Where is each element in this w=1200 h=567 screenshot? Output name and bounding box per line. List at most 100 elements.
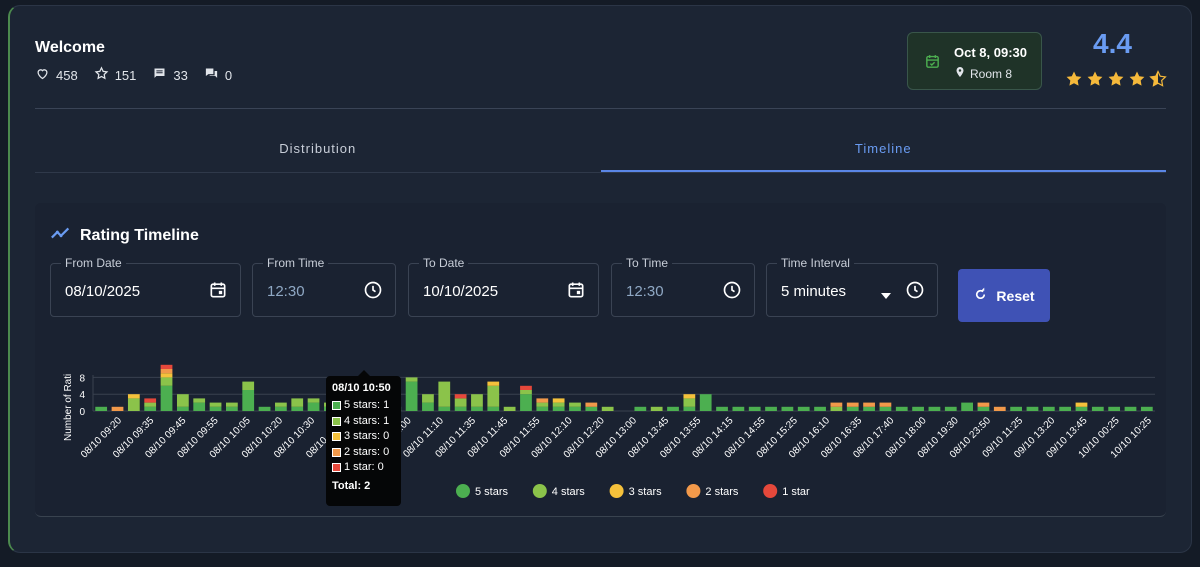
bar-segment xyxy=(536,406,549,411)
bar-segment xyxy=(993,406,1006,411)
calendar-icon[interactable] xyxy=(566,280,586,300)
tab-timeline[interactable]: Timeline xyxy=(600,134,1166,172)
reset-label: Reset xyxy=(996,287,1035,304)
bar-segment xyxy=(977,406,990,411)
bar-segment xyxy=(863,406,875,411)
bar-segment xyxy=(569,402,581,407)
to-time-field[interactable]: To Time 12:30 xyxy=(611,256,755,317)
ratings-stat: 151 xyxy=(94,66,136,84)
bar-segment xyxy=(944,406,957,411)
bar-segment xyxy=(160,373,173,378)
star-filled-icon xyxy=(1086,70,1104,93)
from-time-field[interactable]: From Time 12:30 xyxy=(252,256,396,317)
bar-segment xyxy=(1010,406,1023,411)
bar-segment xyxy=(814,406,826,411)
bar-segment xyxy=(961,402,973,411)
to-time-label: To Time xyxy=(622,256,673,270)
clock-icon[interactable] xyxy=(363,280,383,300)
header-divider xyxy=(35,108,1166,109)
y-tick-label: 0 xyxy=(79,407,85,418)
to-time-value: 12:30 xyxy=(626,283,664,300)
bar-segment xyxy=(471,394,483,407)
bar-segment xyxy=(242,390,255,411)
bar-segment xyxy=(781,406,794,411)
bar-segment xyxy=(422,394,434,403)
bar-segment xyxy=(144,406,157,411)
bar-segment xyxy=(520,394,532,411)
bar-segment xyxy=(176,406,189,411)
star-filled-icon xyxy=(1128,70,1146,93)
bar-segment xyxy=(176,394,189,407)
likes-stat: 458 xyxy=(35,66,78,84)
bar-segment xyxy=(503,406,516,411)
comments-count: 33 xyxy=(173,67,188,83)
bar-segment xyxy=(160,369,173,374)
bar-segment xyxy=(830,406,843,411)
to-date-field[interactable]: To Date 10/10/2025 xyxy=(408,256,599,317)
bar-segment xyxy=(291,406,304,411)
tab-distribution[interactable]: Distribution xyxy=(279,141,357,156)
bar-segment xyxy=(879,402,892,407)
bar-segment xyxy=(977,402,990,407)
legend-label: 3 stars xyxy=(629,486,663,498)
bar-segment xyxy=(536,398,549,403)
bar-segment xyxy=(1091,406,1104,411)
bar-segment xyxy=(275,406,287,411)
from-date-value: 08/10/2025 xyxy=(65,283,141,300)
room-label: Room 8 xyxy=(970,66,1013,81)
bar-segment xyxy=(879,406,892,411)
tooltip-row: 5 stars: 1 xyxy=(332,398,395,414)
panel-title-text: Rating Timeline xyxy=(80,226,199,244)
time-interval-value: 5 minutes xyxy=(781,283,847,300)
likes-count: 458 xyxy=(56,67,78,83)
panel-title: Rating Timeline xyxy=(50,222,199,249)
from-time-label: From Time xyxy=(263,256,329,270)
bar-segment xyxy=(1108,406,1121,411)
time-interval-select[interactable]: Time Interval 5 minutes xyxy=(766,256,938,317)
reset-button[interactable]: Reset xyxy=(958,269,1050,322)
bar-segment xyxy=(552,406,565,411)
calendar-icon[interactable] xyxy=(208,280,228,300)
bar-segment xyxy=(552,398,565,403)
bar-segment xyxy=(863,402,875,407)
to-date-label: To Date xyxy=(419,256,469,270)
bar-segment xyxy=(405,381,418,411)
bar-segment xyxy=(454,394,467,399)
bar-segment xyxy=(487,381,500,386)
bar-segment xyxy=(307,402,320,411)
star-filled-icon xyxy=(1107,70,1125,93)
location-pin-icon xyxy=(954,66,966,81)
tooltip-arrow xyxy=(358,370,370,376)
bar-segment xyxy=(225,406,238,411)
from-date-field[interactable]: From Date 08/10/2025 xyxy=(50,256,241,317)
tooltip-row-text: 2 stars: 0 xyxy=(344,445,390,458)
legend-label: 2 stars xyxy=(705,486,739,498)
tooltip-row: 3 stars: 0 xyxy=(332,429,395,445)
bar-segment xyxy=(732,406,745,411)
legend-swatch xyxy=(763,484,778,498)
chat-bubbles-icon xyxy=(204,66,219,84)
star-filled-icon xyxy=(1065,70,1083,93)
bar-segment xyxy=(601,406,614,411)
swatch-2-stars xyxy=(332,447,341,457)
to-date-value: 10/10/2025 xyxy=(423,283,499,300)
clock-icon[interactable] xyxy=(722,280,742,300)
bar-segment xyxy=(667,406,679,411)
chevron-down-icon[interactable] xyxy=(881,286,891,304)
legend-label: 4 stars xyxy=(552,486,586,498)
star-outline-icon xyxy=(94,66,109,84)
bar-segment xyxy=(830,402,843,407)
bar-segment xyxy=(422,402,434,411)
legend-label: 1 star xyxy=(782,486,810,498)
y-tick-label: 4 xyxy=(79,390,85,401)
bar-segment xyxy=(193,398,206,403)
session-info-box: Oct 8, 09:30 Room 8 xyxy=(907,32,1042,90)
rating-stars xyxy=(1065,70,1167,93)
timeline-panel: Rating Timeline From Date 08/10/2025 Fro… xyxy=(35,203,1166,517)
swatch-5-stars xyxy=(332,401,341,411)
bar-segment xyxy=(487,406,500,411)
time-interval-label: Time Interval xyxy=(777,256,854,270)
bar-segment xyxy=(225,402,238,407)
clock-icon xyxy=(905,280,925,300)
bar-segment xyxy=(127,394,140,399)
